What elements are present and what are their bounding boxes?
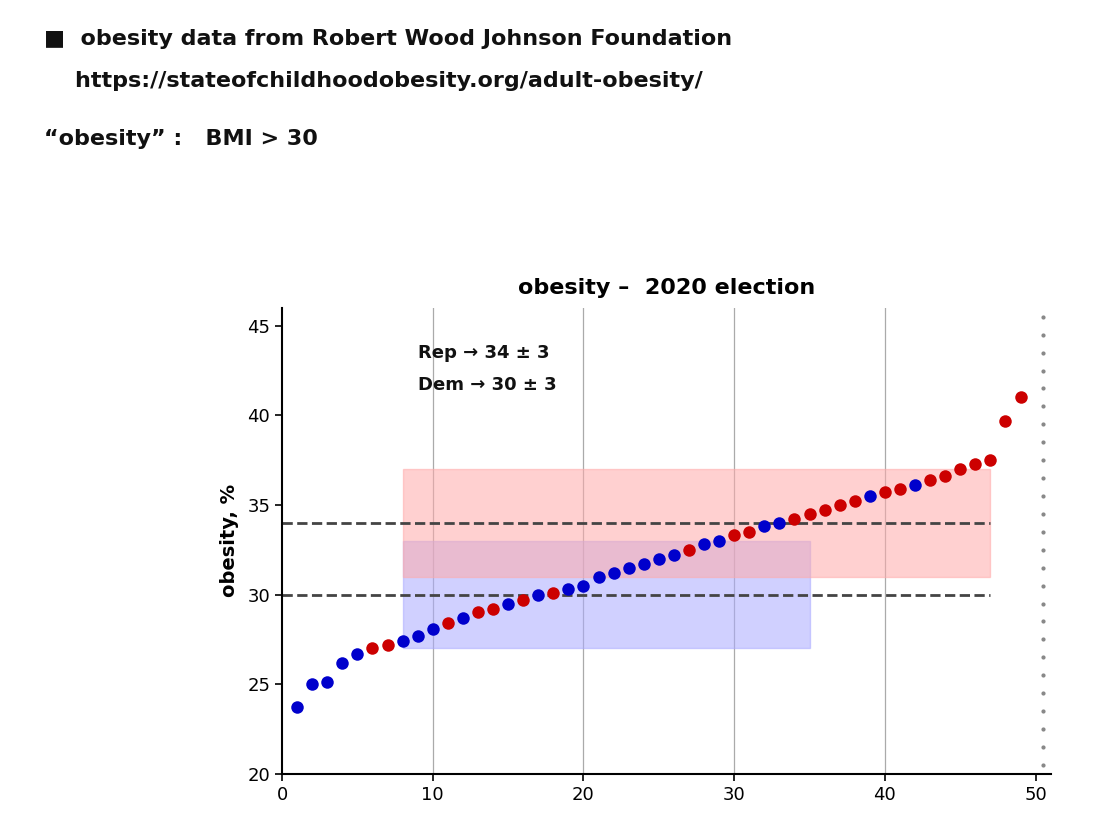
Text: “obesity” :   BMI > 30: “obesity” : BMI > 30 — [44, 129, 319, 149]
Text: Dem → 30 ± 3: Dem → 30 ± 3 — [418, 376, 556, 394]
Y-axis label: obesity, %: obesity, % — [220, 484, 239, 597]
Text: https://stateofchildhoodobesity.org/adult-obesity/: https://stateofchildhoodobesity.org/adul… — [44, 71, 703, 91]
Text: ■  obesity data from Robert Wood Johnson Foundation: ■ obesity data from Robert Wood Johnson … — [44, 29, 732, 49]
Bar — [403, 469, 990, 577]
Title: obesity –  2020 election: obesity – 2020 election — [518, 278, 815, 298]
Bar — [403, 541, 810, 648]
Text: Rep → 34 ± 3: Rep → 34 ± 3 — [418, 344, 550, 362]
